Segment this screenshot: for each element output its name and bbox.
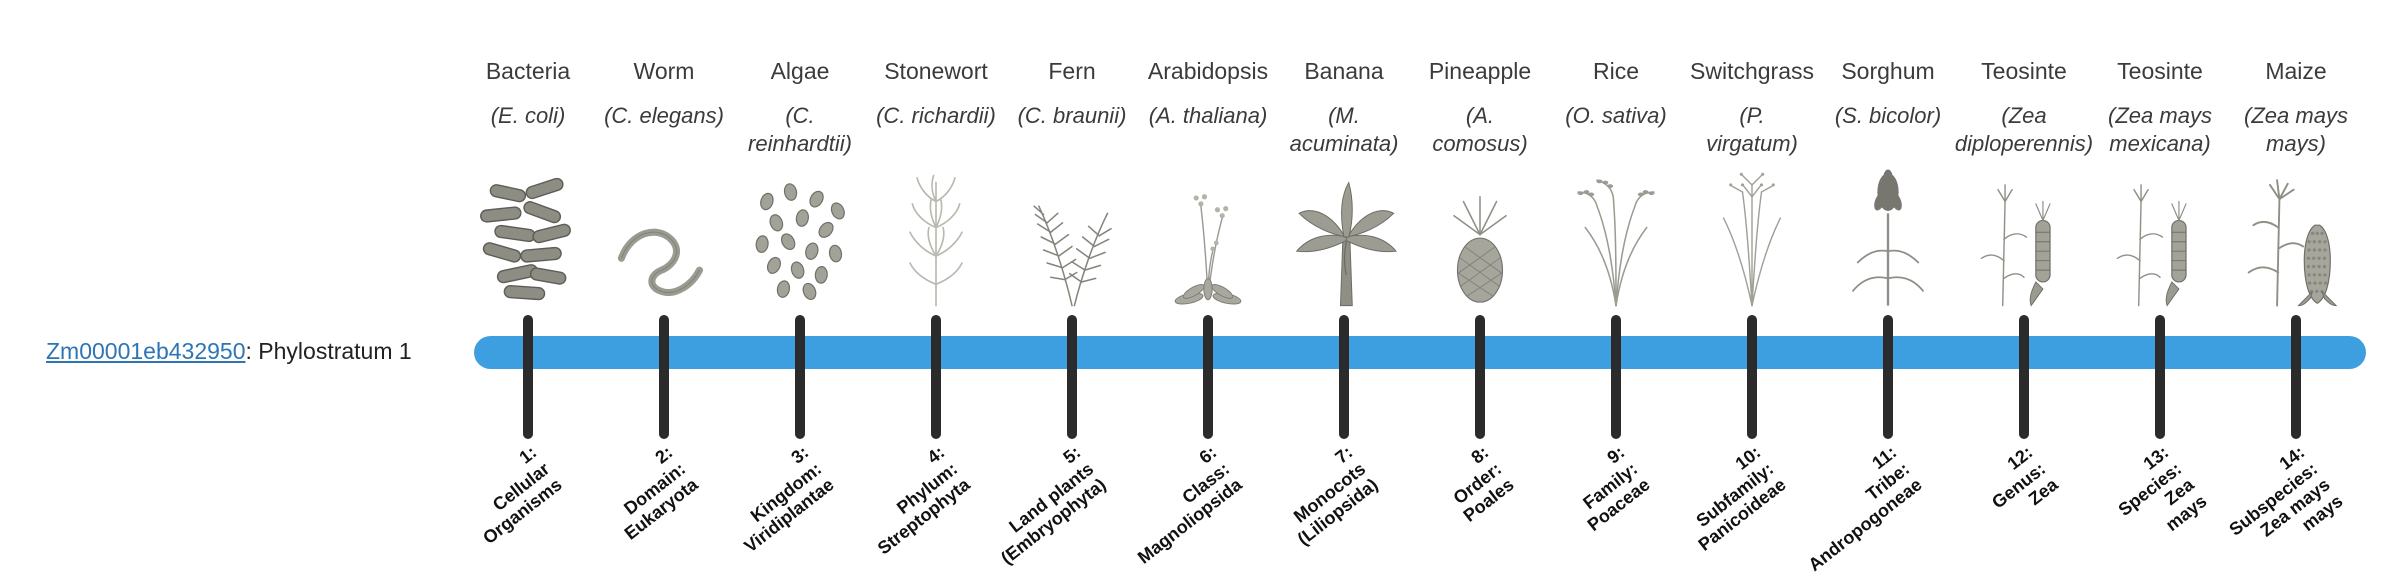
pineapple-illustration [1418,166,1542,308]
organism-name: Pineapple [1428,58,1532,84]
organism-scientific-name: (E. coli) [490,103,566,128]
organism-name: Banana [1304,58,1384,84]
phylostratum-tick [1883,315,1893,439]
organism-name: Maize [2265,58,2327,84]
worm-illustration [602,166,726,308]
organism-scientific-name: (Zea mays mays) [2244,103,2348,156]
organism-scientific-name: (C. reinhardtii) [748,103,852,156]
stratum-label: 8: Order: Poales [1449,442,1518,527]
arabidopsis-illustration [1173,193,1243,307]
organism-name: Worm [633,58,695,84]
organism-scientific-name: (A. comosus) [1432,103,1528,156]
gene-phylostratum-text: : Phylostratum 1 [245,338,412,364]
stratum-label: 12: Genus: Zea [1987,442,2062,513]
stratum-label: 2: Domain: Eukaryota [619,442,702,544]
bacteria-illustration [479,176,573,301]
phylostratum-tick [1475,315,1485,439]
phylostratum-tick [931,315,941,439]
phylostratum-tick [2019,315,2029,439]
stratum-label: 7: Monocots (Liliopsida) [1289,442,1382,550]
organism-scientific-name: (M. acuminata) [1289,103,1399,156]
gene-label: Zm00001eb432950: Phylostratum 1 [46,338,412,365]
organism-name: Stonewort [884,58,988,84]
organism-name: Algae [770,58,830,84]
phylostratum-tick [1747,315,1757,439]
organism-name: Sorghum [1841,58,1935,84]
stratum-label: 14: Subspecies: Zea mays mays [2225,442,2347,541]
stratum-label: 3: Kingdom: Viridiplantae [740,442,838,557]
gene-link[interactable]: Zm00001eb432950 [46,338,246,364]
phylostratum-bar [474,336,2366,369]
organism-scientific-name: (A. thaliana) [1148,103,1268,128]
phylostratum-tick [2291,315,2301,439]
phylostratum-tick [659,315,669,439]
organism-scientific-name: (O. sativa) [1565,103,1667,128]
phylostratum-tick [1203,315,1213,439]
organism-name: Arabidopsis [1147,58,1269,84]
banana-illustration [1296,181,1397,307]
stratum-label: 4: Phylum: Streptophyta [873,442,974,559]
organism-name: Bacteria [485,58,571,84]
organism-scientific-name: (S. bicolor) [1834,103,1942,128]
organism-scientific-name: (P. virgatum) [1706,103,1798,156]
teosinte-illustration [1980,184,2051,307]
switchgrass-illustration [1722,172,1782,307]
organism-scientific-name: (C. braunii) [1017,103,1127,128]
fern-illustration [1033,205,1112,307]
organism-name: Switchgrass [1690,58,1814,84]
phylostratum-tick [2155,315,2165,439]
teosinte-illustration [2116,184,2187,307]
organism-scientific-name: (Zea diploperennis) [1954,103,2094,156]
phylostratum-tick [523,315,533,439]
phylostratum-tick [1067,315,1077,439]
stratum-label: 1: Cellular Organisms [479,442,566,549]
algae-illustration [754,182,848,302]
organism-name: Fern [1048,58,1096,84]
sorghum-illustration [1851,168,1925,307]
organism-name: Teosinte [2117,58,2203,84]
stratum-label: 13: Species: Zea mays [2114,442,2211,536]
organism-scientific-name: (Zea mays mexicana) [2108,103,2212,156]
stratum-label: 6: Class: Magnoliopsida [1134,442,1246,568]
organism-scientific-name: (C. elegans) [604,103,724,128]
stratum-label: 11: Tribe: Andropogoneae [1804,442,1926,576]
organism-scientific-name: (C. richardii) [876,103,996,128]
stratum-label: 9: Family: Poaceae [1579,442,1654,536]
phylostratum-tick [1339,315,1349,439]
stratum-label: 10: Subfamily: Panicoideae [1692,442,1790,556]
rice-illustration [1576,178,1656,307]
organism-name: Teosinte [1981,58,2067,84]
maize-illustration [2247,179,2338,307]
phylostratum-tick [1611,315,1621,439]
phylostratum-tick [795,315,805,439]
stratum-label: 5: Land plants (Embryophyta) [997,442,1110,569]
stonewort-illustration [909,174,963,307]
organism-name: Rice [1592,58,1640,84]
